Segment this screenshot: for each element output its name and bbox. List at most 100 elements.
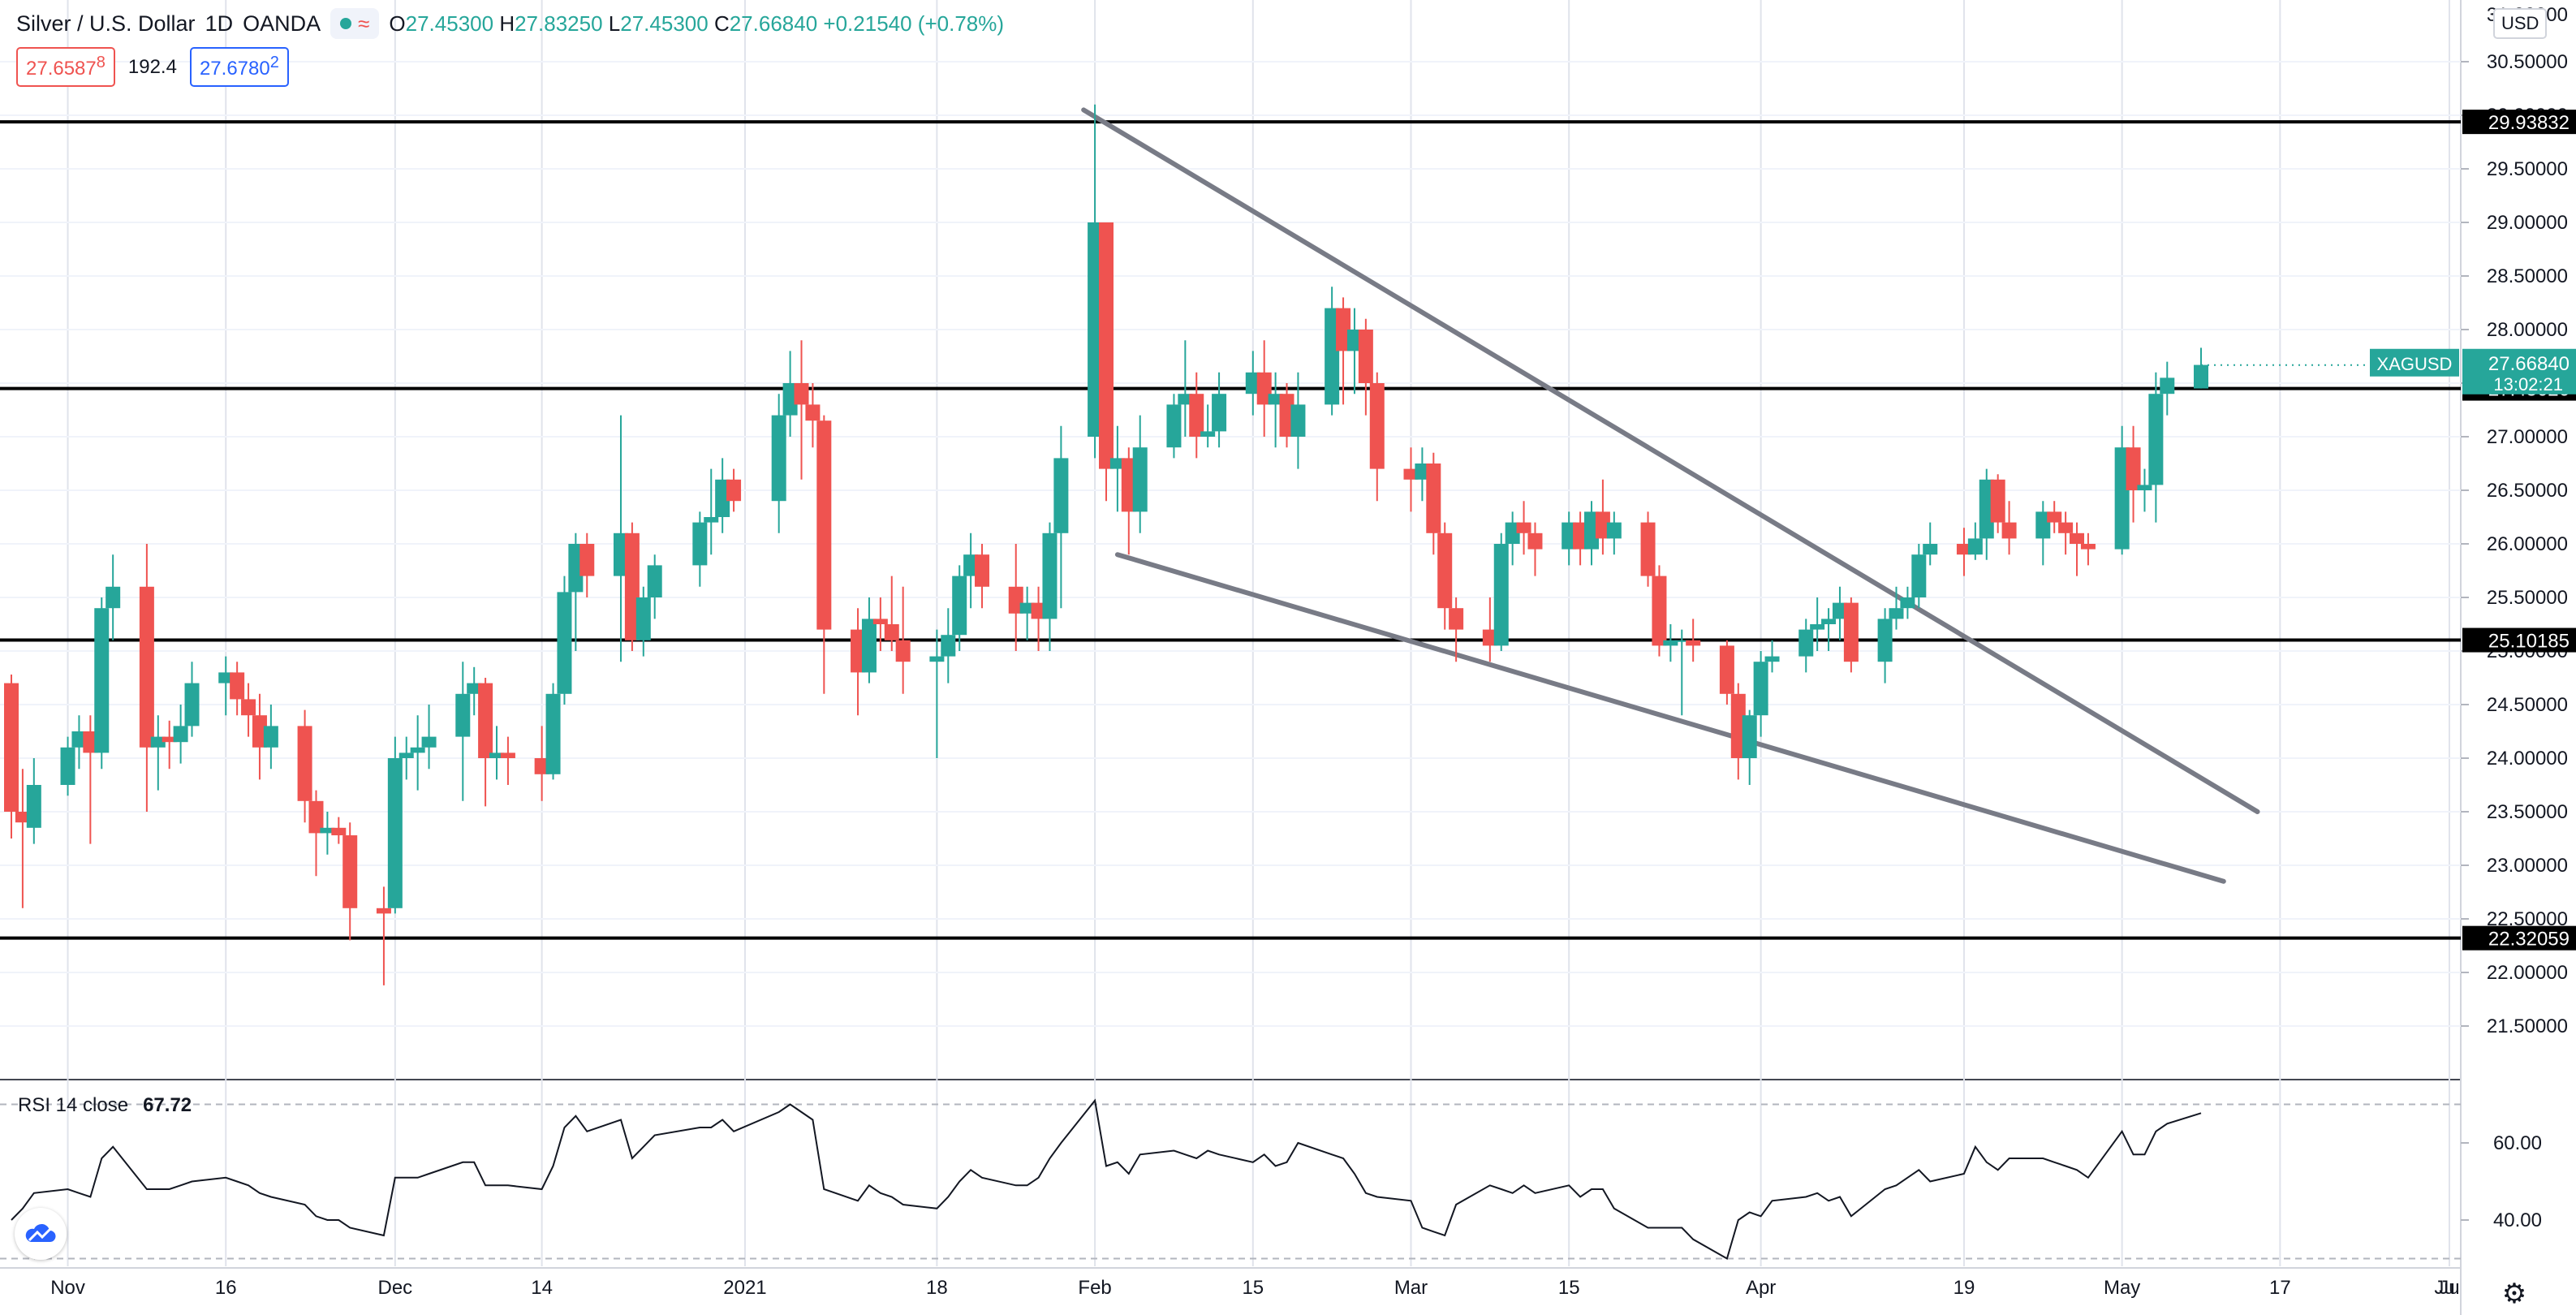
candle-down xyxy=(162,720,177,770)
candle-body xyxy=(975,554,990,587)
candle-body xyxy=(1505,522,1520,544)
candle-down xyxy=(15,769,30,908)
candle-down xyxy=(1956,528,1971,576)
candle-body xyxy=(1686,640,1701,646)
x-tick-label: 15 xyxy=(1242,1277,1264,1299)
candle-body xyxy=(884,624,899,640)
candle-body xyxy=(1900,597,1915,609)
candle-up xyxy=(26,758,41,844)
candle-up xyxy=(1109,425,1125,512)
candle-body xyxy=(1279,394,1294,437)
candle-body xyxy=(2080,544,2096,550)
source-label[interactable]: OANDA xyxy=(243,11,321,36)
rsi-legend-label[interactable]: RSI 14 close xyxy=(18,1094,129,1116)
candle-down xyxy=(805,383,821,448)
candle-body xyxy=(1437,532,1453,609)
candles xyxy=(4,104,2208,985)
visibility-dot-icon[interactable] xyxy=(340,18,352,29)
candle-down xyxy=(376,886,391,985)
candle-up xyxy=(1562,511,1577,566)
candle-up xyxy=(1132,415,1148,533)
candle-down xyxy=(624,522,640,651)
candle-body xyxy=(467,683,482,694)
candle-up xyxy=(1810,597,1825,651)
candle-up xyxy=(1606,511,1622,555)
candle-body xyxy=(771,415,786,502)
candle-up xyxy=(545,683,561,780)
level-price-tag xyxy=(2462,110,2576,135)
level-price-tag xyxy=(2462,627,2576,653)
level-price-tag xyxy=(2462,925,2576,951)
candle-down xyxy=(1336,297,1351,405)
x-tick-label: 16 xyxy=(215,1277,237,1299)
candle-body xyxy=(1099,222,1114,469)
candle-body xyxy=(398,752,414,758)
candle-down xyxy=(4,675,19,839)
candle-up xyxy=(150,715,166,791)
candle-body xyxy=(2137,485,2152,490)
candle-down xyxy=(1403,447,1419,512)
y-tick-label: 29.00000 xyxy=(2487,212,2568,234)
candle-body xyxy=(320,827,335,834)
legend-controls[interactable]: ≈ xyxy=(330,8,380,39)
ask-pip: 2 xyxy=(269,54,279,71)
candle-body xyxy=(1584,511,1600,550)
candle-up xyxy=(60,736,75,796)
candle-body xyxy=(26,785,41,828)
candle-body xyxy=(1911,554,1927,597)
candle-down xyxy=(534,726,549,801)
wave-icon[interactable]: ≈ xyxy=(358,11,370,36)
candle-down xyxy=(1719,640,1734,705)
candle-up xyxy=(2035,501,2051,566)
candle-body xyxy=(851,629,866,673)
candle-up xyxy=(1200,404,1216,448)
ohlc-values: O27.45300 H27.83250 L27.45300 C27.66840 … xyxy=(389,11,1004,37)
level-price-label: 29.93832 xyxy=(2488,112,2570,134)
candle-up xyxy=(1877,608,1893,683)
candle-body xyxy=(1877,619,1893,662)
candle-up xyxy=(568,532,584,651)
interval-label[interactable]: 1D xyxy=(205,11,234,36)
gear-icon[interactable]: ⚙ xyxy=(2501,1278,2527,1309)
buy-price-box[interactable]: 27.67802 xyxy=(189,47,289,87)
candle-down xyxy=(1843,597,1859,673)
candle-body xyxy=(1674,640,1690,642)
candle-body xyxy=(376,908,391,914)
candle-body xyxy=(568,544,584,593)
candle-up xyxy=(184,662,200,737)
rsi-line xyxy=(11,1098,2202,1260)
candle-body xyxy=(60,747,75,785)
candle-up xyxy=(1346,308,1362,394)
candle-body xyxy=(1753,662,1768,716)
symbol-title[interactable]: Silver / U.S. Dollar xyxy=(16,11,196,36)
grid xyxy=(0,0,2462,1315)
candle-body xyxy=(1042,532,1058,619)
candle-body xyxy=(1967,538,1983,555)
currency-badge[interactable]: USD xyxy=(2493,8,2548,39)
candle-up xyxy=(963,532,979,609)
low-label: L xyxy=(608,11,621,36)
candle-up xyxy=(320,812,335,855)
tradingview-logo-icon[interactable] xyxy=(15,1208,67,1260)
sell-price-box[interactable]: 27.65878 xyxy=(16,47,115,87)
candle-body xyxy=(71,731,87,748)
candle-down xyxy=(1437,522,1453,630)
candle-body xyxy=(1121,458,1136,512)
candle-down xyxy=(2058,511,2074,555)
y-tick-label: 26.00000 xyxy=(2487,533,2568,555)
candle-down xyxy=(1482,597,1497,662)
candle-body xyxy=(1212,394,1227,432)
candle-down xyxy=(2070,522,2085,576)
y-tick-label: 21.50000 xyxy=(2487,1015,2568,1037)
bid-pip: 8 xyxy=(96,54,106,71)
candle-down xyxy=(1730,683,1746,780)
candle-body xyxy=(579,544,595,576)
x-tick-label: May xyxy=(2104,1277,2140,1299)
trendline xyxy=(1114,552,2226,884)
candle-body xyxy=(1132,447,1148,512)
candle-body xyxy=(1516,522,1531,533)
candle-down xyxy=(2001,501,2017,555)
candle-up xyxy=(941,608,956,683)
